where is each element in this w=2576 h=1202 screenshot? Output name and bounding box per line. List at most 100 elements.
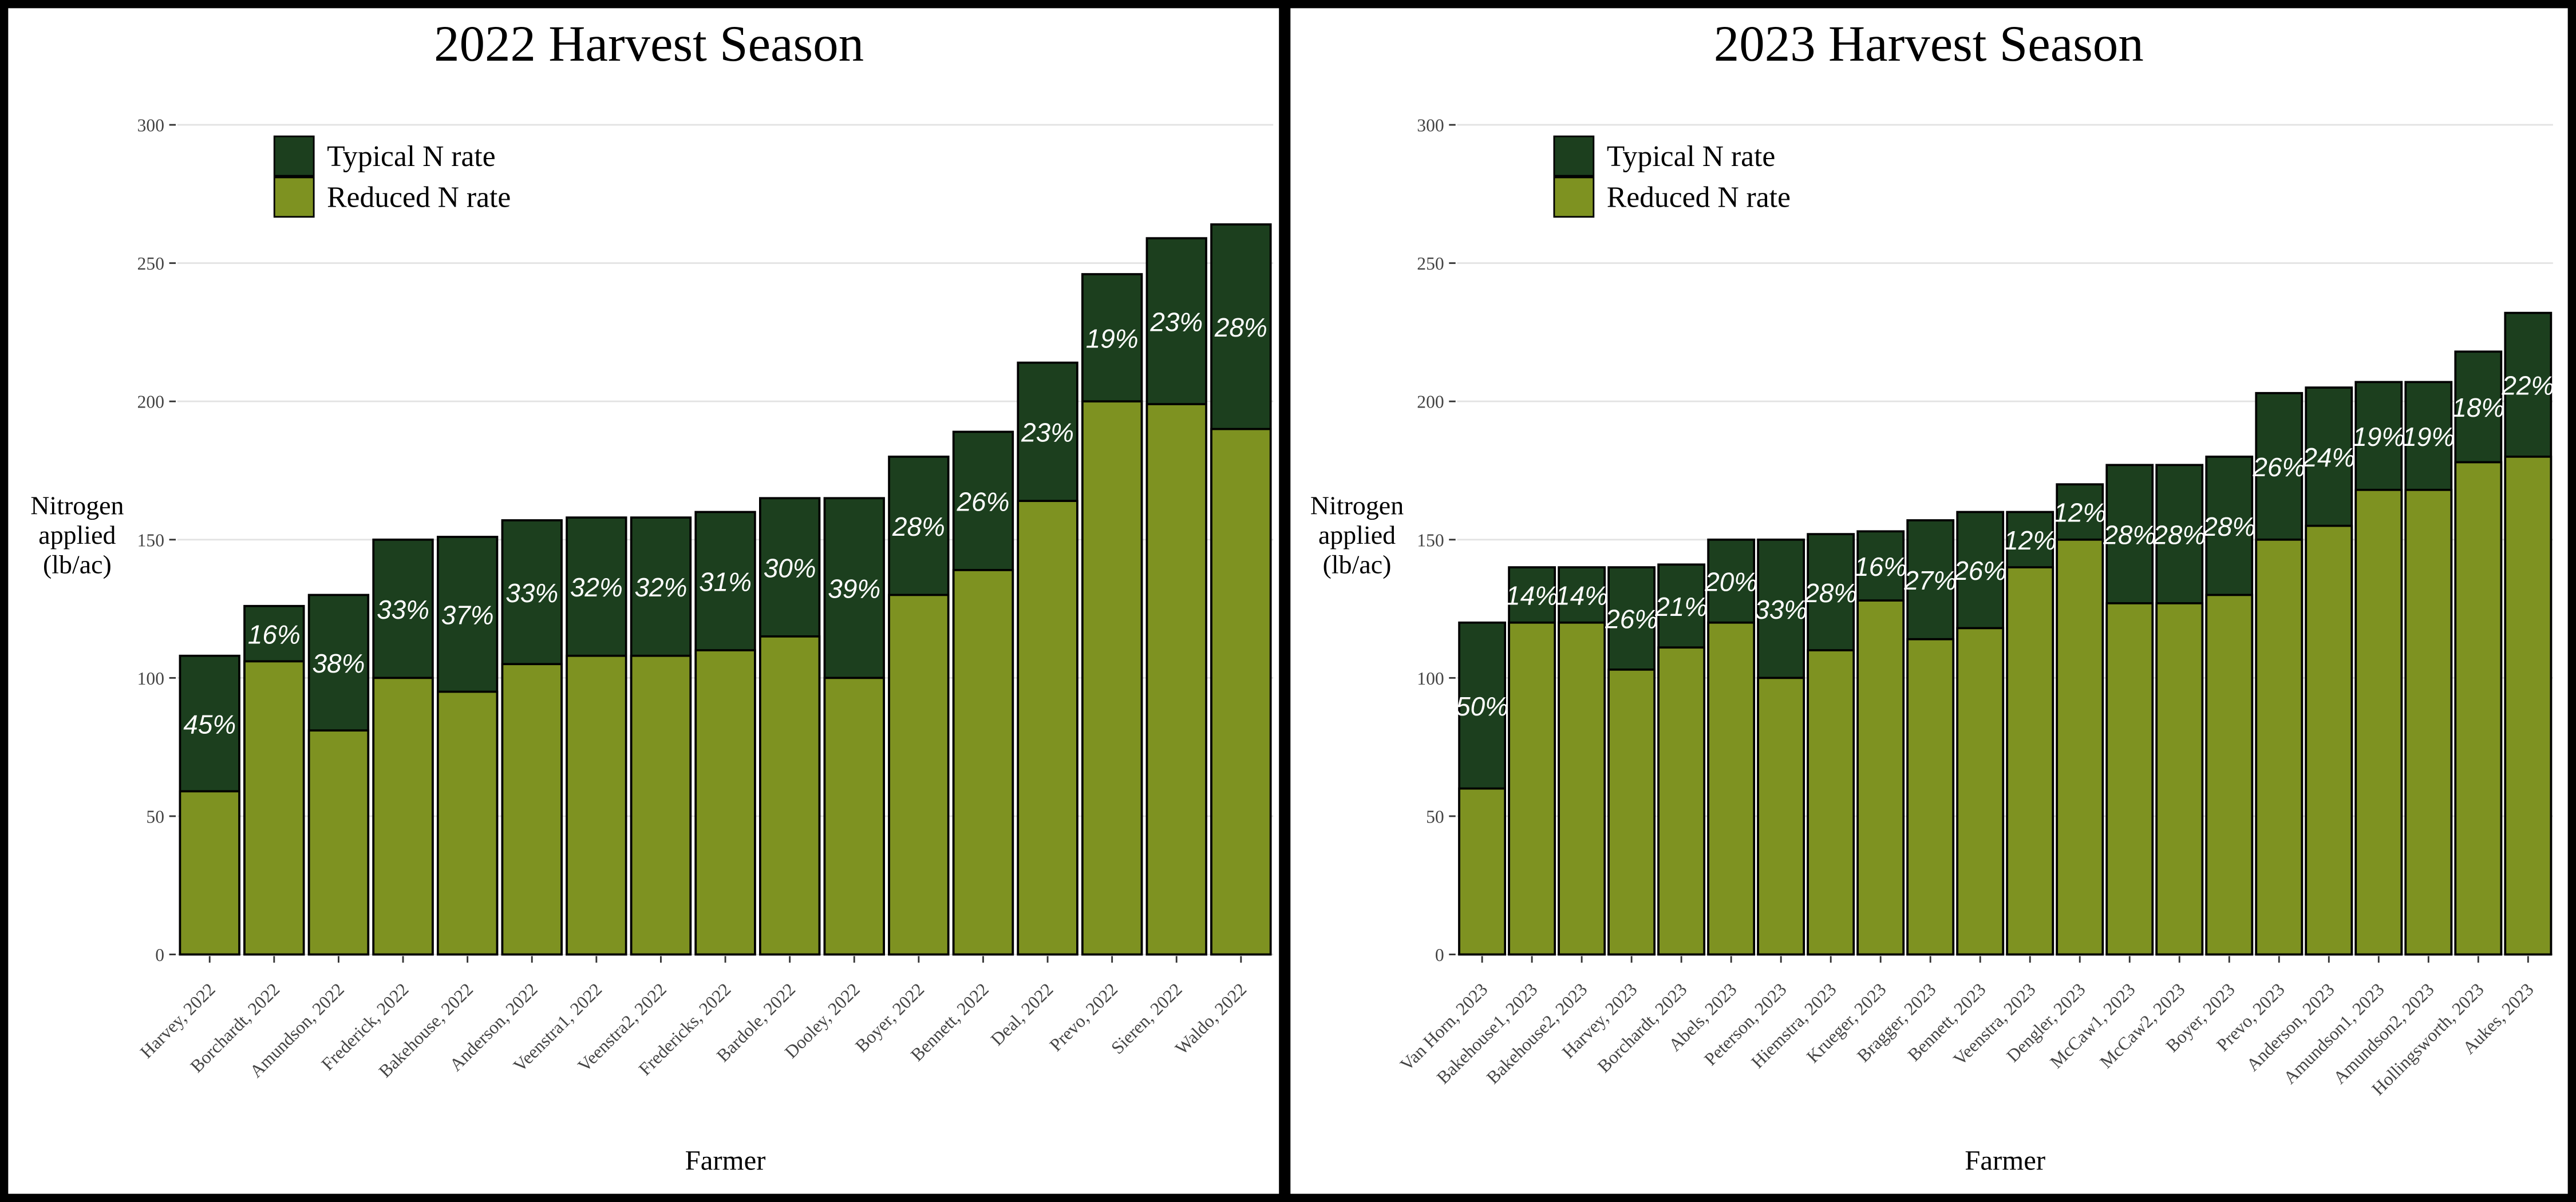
reduction-label: 38% xyxy=(313,649,365,678)
reduction-label: 28% xyxy=(1804,578,1857,608)
reduction-label: 28% xyxy=(892,512,945,541)
reduction-label: 18% xyxy=(2452,393,2504,422)
reduction-label: 37% xyxy=(441,600,494,630)
reduction-label: 19% xyxy=(1086,323,1139,353)
bar xyxy=(888,594,950,956)
bar xyxy=(1856,599,1905,956)
bar xyxy=(179,790,240,956)
legend-label: Reduced N rate xyxy=(327,181,511,214)
x-axis-label: Farmer xyxy=(685,1145,766,1176)
bar xyxy=(1508,621,1556,956)
y-tick-label: 0 xyxy=(1435,945,1444,965)
reduction-label: 22% xyxy=(2501,370,2554,400)
reduction-label: 23% xyxy=(1021,418,1074,448)
y-tick-label: 150 xyxy=(1417,530,1444,550)
reduction-label: 26% xyxy=(957,487,1010,516)
legend-swatch xyxy=(273,176,315,218)
y-tick-label: 200 xyxy=(137,392,164,412)
bar xyxy=(1558,621,1606,956)
reduction-label: 26% xyxy=(1953,556,2006,586)
y-tick-label: 100 xyxy=(1417,669,1444,689)
reduction-label: 19% xyxy=(2352,422,2405,452)
reduction-label: 31% xyxy=(699,567,752,596)
reduction-label: 33% xyxy=(505,578,558,608)
bar xyxy=(501,663,563,956)
bar xyxy=(436,690,499,956)
reduction-label: 33% xyxy=(1755,595,1807,624)
y-axis-label: Nitrogen applied (lb/ac) xyxy=(30,493,124,580)
y-tick-label: 50 xyxy=(1426,806,1444,827)
bar xyxy=(2255,538,2304,956)
bar xyxy=(1956,627,2005,956)
reduction-label: 32% xyxy=(635,572,688,602)
reduction-label: 12% xyxy=(2004,525,2056,555)
bar xyxy=(1807,649,1855,956)
chart-title: 2023 Harvest Season xyxy=(1714,16,2144,72)
legend-swatch xyxy=(1553,135,1595,177)
bar xyxy=(2105,602,2154,956)
bar xyxy=(243,660,305,956)
reduction-label: 23% xyxy=(1149,307,1203,337)
bar xyxy=(630,654,692,956)
y-tick-label: 50 xyxy=(146,806,164,827)
legend-swatch xyxy=(1553,176,1595,218)
reduction-label: 28% xyxy=(2202,512,2255,541)
legend-label: Typical N rate xyxy=(327,140,496,173)
reduction-label: 45% xyxy=(183,709,236,739)
bar xyxy=(1906,638,1955,956)
y-tick-label: 250 xyxy=(137,254,164,274)
bar xyxy=(1017,500,1078,956)
bar xyxy=(566,654,627,956)
reduction-label: 28% xyxy=(2152,520,2206,549)
reduction-label: 39% xyxy=(828,574,880,604)
bar xyxy=(2205,594,2254,956)
reduction-label: 30% xyxy=(764,553,816,583)
reduction-label: 19% xyxy=(2402,422,2455,452)
reduction-label: 16% xyxy=(1854,552,1907,582)
reduction-label: 32% xyxy=(570,572,623,602)
bar xyxy=(758,635,821,956)
y-tick-label: 0 xyxy=(155,945,164,965)
bar xyxy=(307,729,370,956)
reduction-label: 50% xyxy=(1456,691,1508,721)
bar xyxy=(1458,787,1506,956)
reduction-label: 26% xyxy=(1605,604,1658,634)
bar xyxy=(1210,428,1272,956)
y-axis-label: Nitrogen applied (lb/ac) xyxy=(1310,493,1404,580)
y-tick-label: 250 xyxy=(1417,254,1444,274)
x-axis-label: Farmer xyxy=(1965,1145,2045,1176)
bar xyxy=(694,649,756,956)
y-tick-label: 300 xyxy=(137,116,164,136)
reduction-label: 14% xyxy=(1506,581,1558,611)
legend-swatch xyxy=(273,135,315,177)
bar xyxy=(1607,669,1656,956)
bar xyxy=(1081,400,1143,956)
y-axis-label-box: Nitrogen applied (lb/ac) xyxy=(1310,493,1404,580)
bar xyxy=(2454,461,2503,956)
reduction-label: 14% xyxy=(1555,581,1608,611)
reduction-label: 24% xyxy=(2302,442,2355,472)
bar xyxy=(2305,524,2353,956)
reduction-label: 27% xyxy=(1903,566,1957,595)
legend-label: Typical N rate xyxy=(1607,140,1776,173)
bar xyxy=(372,677,434,956)
reduction-label: 16% xyxy=(248,619,301,649)
y-tick-label: 200 xyxy=(1417,392,1444,412)
bar xyxy=(952,569,1014,956)
bar xyxy=(1707,621,1756,956)
bar xyxy=(2155,602,2204,956)
y-tick-label: 300 xyxy=(1417,116,1444,136)
reduction-label: 21% xyxy=(1654,592,1708,622)
y-tick-label: 100 xyxy=(137,669,164,689)
reduction-label: 33% xyxy=(377,595,429,624)
bar xyxy=(2056,538,2104,956)
reduction-label: 26% xyxy=(2252,452,2305,482)
reduction-label: 28% xyxy=(2103,520,2156,549)
bar xyxy=(823,677,885,956)
bar xyxy=(1757,677,1805,956)
bar xyxy=(2504,456,2553,956)
legend-label: Reduced N rate xyxy=(1607,181,1791,214)
bar xyxy=(2006,566,2055,956)
